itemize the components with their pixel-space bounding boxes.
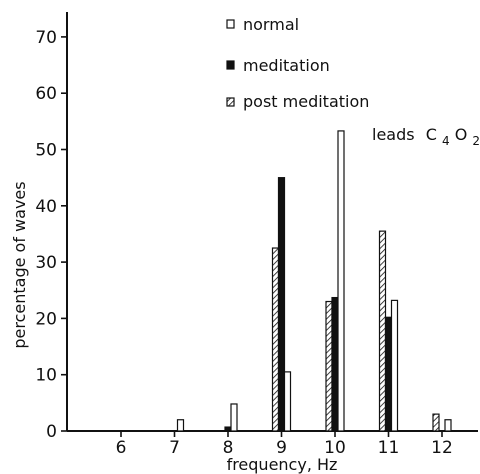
y-axis-label: percentage of waves [10,181,29,348]
y-tick-label: 70 [35,28,57,48]
bar-meditation-9hz [277,177,286,432]
bars [176,130,452,432]
bar-post-meditation-12hz [432,413,440,432]
legend: normal meditation post meditation [226,15,369,111]
bar-meditation-11hz [384,316,393,432]
bar-normal-10hz [337,130,345,432]
y-tick-label: 10 [35,366,57,386]
x-tick-label: 10 [324,438,346,458]
y-tick-label: 20 [35,309,57,329]
bar-meditation-10hz [331,296,339,432]
x-tick-label: 11 [378,438,400,458]
y-tick-label: 60 [35,84,57,104]
bar-normal-11hz [390,299,399,432]
x-tick-label: 7 [169,438,180,458]
x-tick-label: 6 [116,438,127,458]
y-tick-label: 40 [35,197,57,217]
y-tick-label: 0 [46,422,57,442]
legend-swatch-post-meditation [226,97,235,107]
x-tick-label: 8 [223,438,234,458]
bar-normal-9hz [283,371,292,432]
y-tick-label: 30 [35,253,57,273]
bar-normal-12hz [444,419,452,432]
x-tick-label: 12 [431,438,453,458]
y-tick-label: 50 [35,141,57,161]
bar-post-meditation-11hz [378,230,387,432]
x-axis-label: frequency, Hz [227,455,338,474]
x-tick-label: 9 [276,438,287,458]
legend-label-normal: normal [243,15,299,34]
x-ticks: 6 7 8 9 10 11 12 [116,431,453,458]
bar-post-meditation-9hz [271,247,280,432]
legend-label-post-meditation: post meditation [243,92,369,111]
legend-label-meditation: meditation [243,56,330,75]
y-ticks: 0 10 20 30 40 50 60 70 [35,28,67,442]
legend-swatch-meditation [226,60,235,70]
leads-annotation: leads C 4 O 2 [372,125,480,149]
bar-meditation-8hz [224,426,232,432]
bar-normal-8hz [230,403,238,432]
bar-post-meditation-10hz [325,300,333,432]
legend-swatch-normal [226,19,235,29]
bar-normal-7hz [176,419,185,432]
